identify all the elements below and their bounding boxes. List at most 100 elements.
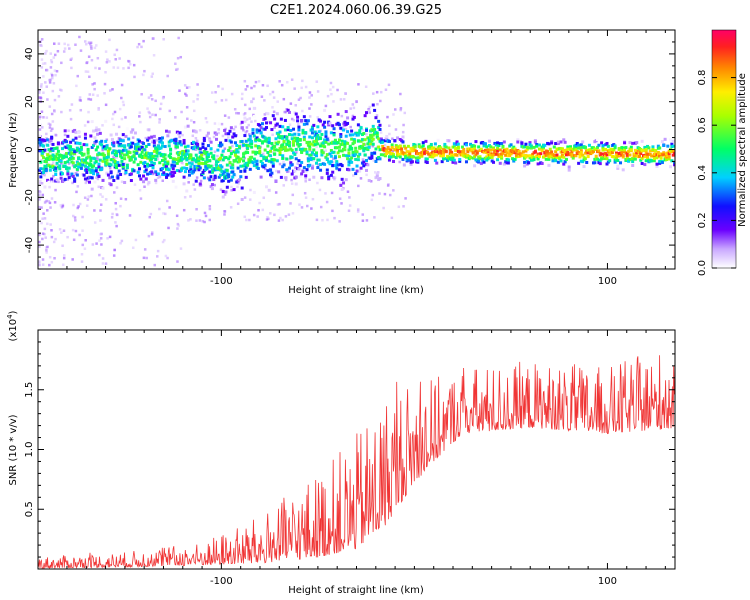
- spectrogram-speckle: [40, 38, 44, 41]
- spectrogram-speckle: [367, 107, 370, 111]
- spectrogram-cell: [664, 157, 668, 161]
- spectrogram-cell: [173, 170, 177, 174]
- spectrogram-cell: [110, 137, 114, 141]
- spectrogram-cell: [171, 167, 175, 171]
- spectrogram-speckle: [243, 79, 247, 83]
- spectrogram-cell: [250, 100, 254, 104]
- spectrogram-cell: [359, 126, 363, 130]
- spectrogram-speckle: [271, 144, 274, 147]
- spectrogram-cell: [227, 175, 231, 179]
- spectrogram-cell: [79, 145, 83, 149]
- spectrogram-cell: [221, 195, 225, 199]
- spectrogram-cell: [329, 173, 333, 177]
- spectrogram-cell: [355, 164, 359, 168]
- spectrogram-cell: [150, 170, 154, 174]
- spectrogram-cell: [521, 150, 525, 154]
- spectrogram-cell: [339, 183, 343, 187]
- spectrogram-speckle: [91, 93, 95, 96]
- spectrogram-cell: [454, 161, 458, 165]
- spectrogram-speckle: [203, 211, 207, 215]
- spectrogram-cell: [165, 129, 169, 133]
- spectrogram-cell: [670, 159, 674, 163]
- spectrogram-cell: [547, 157, 551, 161]
- spectrogram-speckle: [118, 107, 122, 111]
- spectrogram-cell: [205, 166, 209, 170]
- spectrogram-speckle: [316, 90, 320, 93]
- spectrogram-cell: [375, 131, 379, 135]
- spectrogram-cell: [133, 131, 137, 135]
- spectrogram-cell: [539, 152, 543, 156]
- spectrogram-speckle: [112, 254, 116, 257]
- spectrogram-speckle: [53, 98, 57, 102]
- spectrogram-cell: [316, 166, 320, 170]
- spectrogram-cell: [151, 166, 155, 170]
- spectrogram-cell: [347, 154, 351, 158]
- spectrogram-speckle: [223, 193, 227, 196]
- spectrogram-speckle: [372, 92, 375, 95]
- spectrogram-cell: [656, 144, 660, 148]
- spectrogram-cell: [189, 167, 193, 171]
- spectrogram-speckle: [95, 44, 98, 47]
- spectrogram-speckle: [391, 137, 394, 140]
- spectrogram-cell: [477, 159, 481, 163]
- spectrogram-cell: [177, 156, 181, 160]
- spectrogram-cell: [364, 111, 368, 115]
- spectrogram-cell: [292, 127, 296, 131]
- spectrogram-speckle: [71, 181, 74, 185]
- spectrogram-cell: [152, 144, 156, 148]
- spectrogram-cell: [216, 148, 220, 152]
- spectrogram-cell: [140, 145, 144, 149]
- spectrogram-cell: [219, 173, 223, 177]
- spectrogram-speckle: [227, 116, 231, 119]
- spectrogram-cell: [66, 134, 70, 138]
- spectrogram-speckle: [326, 94, 330, 98]
- spectrogram-speckle: [71, 164, 75, 167]
- spectrogram-cell: [55, 161, 59, 165]
- spectrogram-cell: [500, 142, 504, 146]
- spectrogram-speckle: [189, 195, 192, 198]
- spectrogram-cell: [633, 157, 637, 161]
- spectrogram-speckle: [376, 171, 380, 174]
- spectrogram-speckle: [260, 95, 264, 98]
- spectrogram-speckle: [48, 185, 51, 189]
- spectrogram-speckle: [161, 96, 165, 100]
- spectrogram-speckle: [187, 219, 190, 222]
- spectrogram-cell: [337, 149, 341, 153]
- spectrogram-cell: [194, 179, 198, 183]
- spectrogram-speckle: [113, 248, 116, 252]
- spectrogram-cell: [201, 170, 205, 174]
- spectrogram-cell: [287, 140, 291, 144]
- spectrogram-speckle: [114, 175, 118, 179]
- spectrogram-cell: [89, 163, 93, 167]
- spectrogram-cell: [308, 140, 312, 144]
- spectrogram-cell: [378, 123, 382, 127]
- spectrogram-cell: [97, 162, 101, 166]
- spectrogram-cell: [509, 152, 513, 156]
- spectrogram-cell: [221, 179, 225, 183]
- snr-x-label: Height of straight line (km): [288, 585, 424, 596]
- spectrogram-cell: [398, 145, 402, 149]
- spectrogram-cell: [209, 185, 213, 189]
- spectrogram-cell: [594, 154, 598, 158]
- spectrogram-cell: [386, 147, 390, 151]
- snr-y-label: SNR (10 * v/v): [8, 414, 19, 485]
- spectrogram-cell: [356, 123, 360, 127]
- spectrogram-speckle: [181, 133, 184, 137]
- spectrogram-cell: [489, 145, 493, 149]
- spectrogram-cell: [165, 175, 169, 179]
- spectrogram-speckle: [382, 206, 385, 210]
- spectrogram-cell: [98, 131, 102, 135]
- spectrogram-cell: [231, 170, 235, 174]
- spectrogram-cell: [558, 155, 562, 159]
- spectrogram-cell: [40, 151, 44, 155]
- spectrogram-cell: [121, 165, 125, 169]
- spectrogram-speckle: [336, 88, 339, 92]
- spectrogram-cell: [354, 152, 358, 156]
- spectrogram-cell: [409, 158, 413, 162]
- spectrogram-cell: [85, 170, 89, 174]
- spectrogram-speckle: [95, 126, 98, 129]
- spectrogram-cell: [75, 146, 79, 150]
- spectrogram-speckle: [73, 216, 77, 219]
- spectrogram-cell: [101, 186, 105, 190]
- spectrogram-y-tick-label: 40: [24, 48, 35, 61]
